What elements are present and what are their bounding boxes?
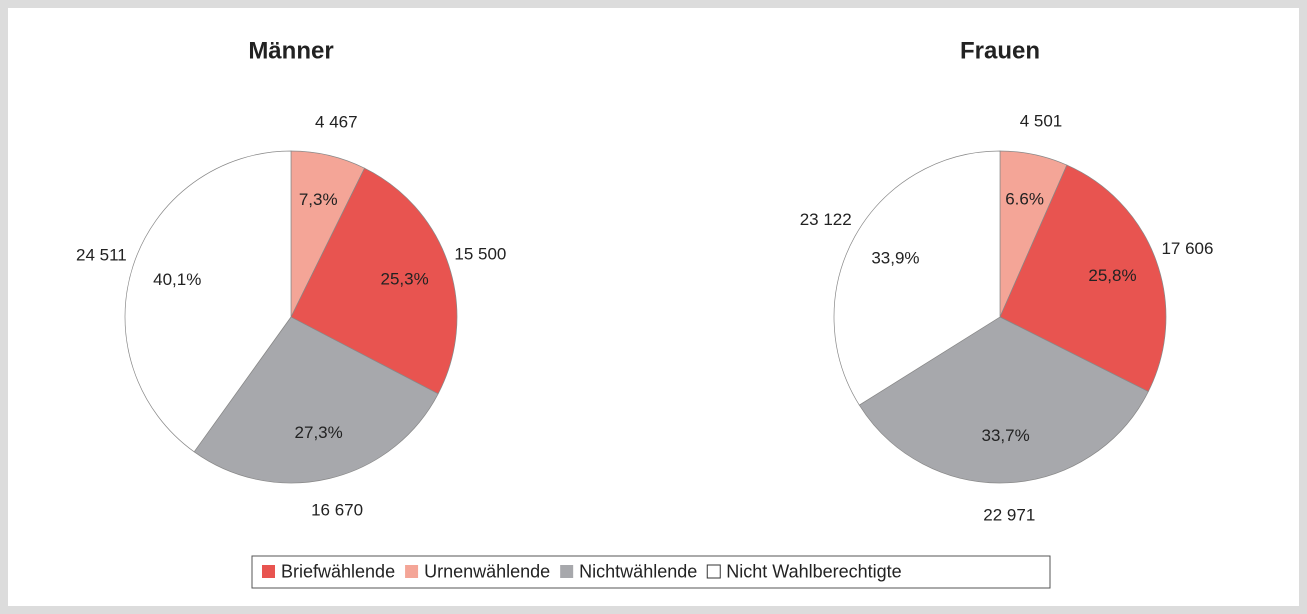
chart-title: Männer <box>248 37 333 64</box>
percent-label: 40,1% <box>153 270 201 289</box>
value-label: 24 511 <box>76 245 127 264</box>
percent-label: 6.6% <box>1005 190 1044 209</box>
pie-slice <box>833 150 1001 406</box>
value-label: 4 467 <box>315 113 358 132</box>
percent-label: 33,9% <box>871 249 919 268</box>
value-label: 22 971 <box>983 505 1035 524</box>
pie-slice <box>999 164 1167 393</box>
value-label: 17 606 <box>1161 239 1213 258</box>
pie-slice <box>124 150 292 453</box>
percent-label: 27,3% <box>295 423 343 442</box>
value-label: 4 501 <box>1020 112 1063 131</box>
value-label: 16 670 <box>311 500 363 519</box>
legend-label: Urnenwählende <box>424 561 550 581</box>
legend-swatch <box>262 565 275 578</box>
legend-swatch <box>706 564 721 579</box>
legend-swatch <box>405 565 419 578</box>
percent-label: 7,3% <box>299 190 338 209</box>
value-label: 15 500 <box>454 245 506 264</box>
percent-label: 33,7% <box>981 426 1029 445</box>
percent-label: 25,3% <box>381 269 429 288</box>
legend-label: Nicht Wahlberechtigte <box>726 561 901 581</box>
chart-title: Frauen <box>960 37 1040 64</box>
pie-slice <box>193 316 439 484</box>
legend-label: Briefwählende <box>281 561 395 581</box>
legend-swatch <box>560 565 574 578</box>
legend-label: Nichtwählende <box>579 561 697 581</box>
pie-slice <box>858 316 1149 484</box>
pie-slice <box>290 167 458 395</box>
value-label: 23 122 <box>800 210 852 229</box>
legend-box <box>251 555 1051 589</box>
percent-label: 25,8% <box>1088 266 1136 285</box>
